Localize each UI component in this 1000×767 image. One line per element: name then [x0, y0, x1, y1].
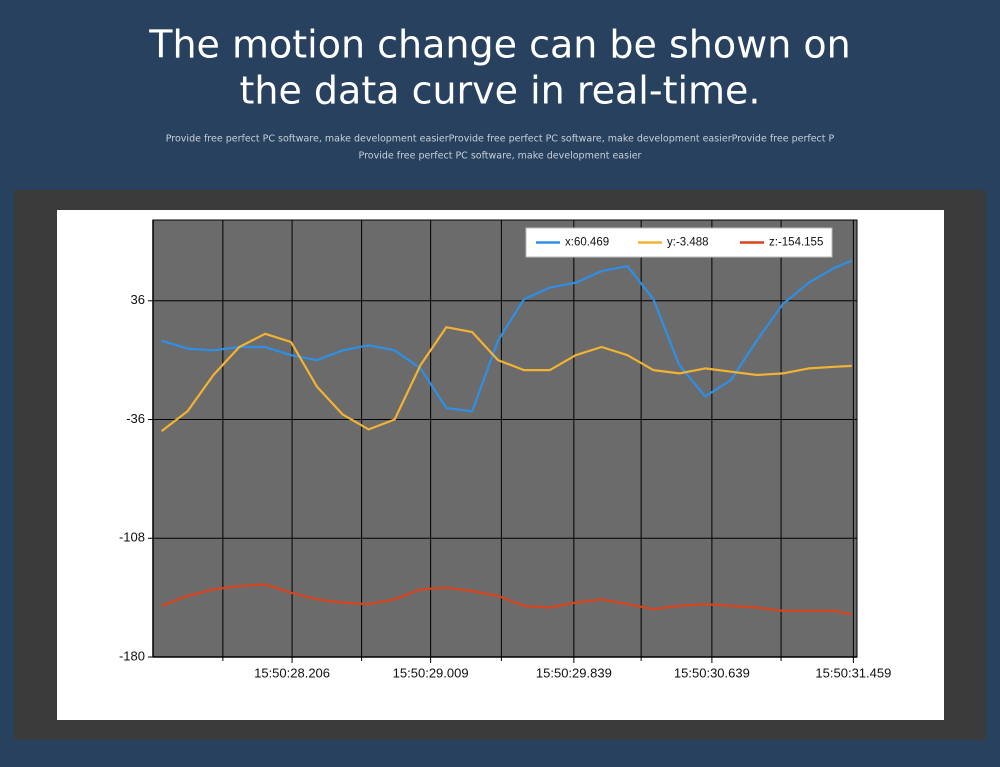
series-line — [160, 326, 852, 432]
x-tick-label: 15:50:31.459 — [815, 665, 891, 680]
legend-label: y:-3.488 — [667, 237, 709, 249]
y-tick-label: 36 — [131, 292, 145, 307]
x-tick-label: 15:50:29.009 — [393, 665, 469, 680]
title-line: the data curve in real-time. — [239, 69, 760, 113]
y-tick-label: -108 — [119, 530, 145, 545]
x-tick-label: 15:50:30.639 — [674, 665, 750, 680]
subtitle-line: Provide free perfect PC software, make d… — [166, 134, 835, 145]
legend: x:60.469 y:-3.488 z:-154.155 — [525, 227, 833, 258]
subtitle-line: Provide free perfect PC software, make d… — [359, 151, 642, 162]
legend-label: z:-154.155 — [769, 237, 823, 249]
x-tick-label: 15:50:29.839 — [536, 665, 612, 680]
chart: 15:50:28.206 15:50:29.009 15:50:29.839 15:5… — [119, 219, 891, 680]
plot-area — [152, 219, 858, 658]
y-tick-label: -180 — [119, 648, 145, 663]
y-tick-label: -36 — [126, 411, 145, 426]
title-line: The motion change can be shown on — [148, 23, 850, 67]
legend-box — [525, 227, 833, 258]
x-tick-label: 15:50:28.206 — [254, 665, 330, 680]
legend-label: x:60.469 — [565, 237, 609, 249]
series-line — [161, 583, 853, 616]
series-line — [161, 259, 853, 413]
